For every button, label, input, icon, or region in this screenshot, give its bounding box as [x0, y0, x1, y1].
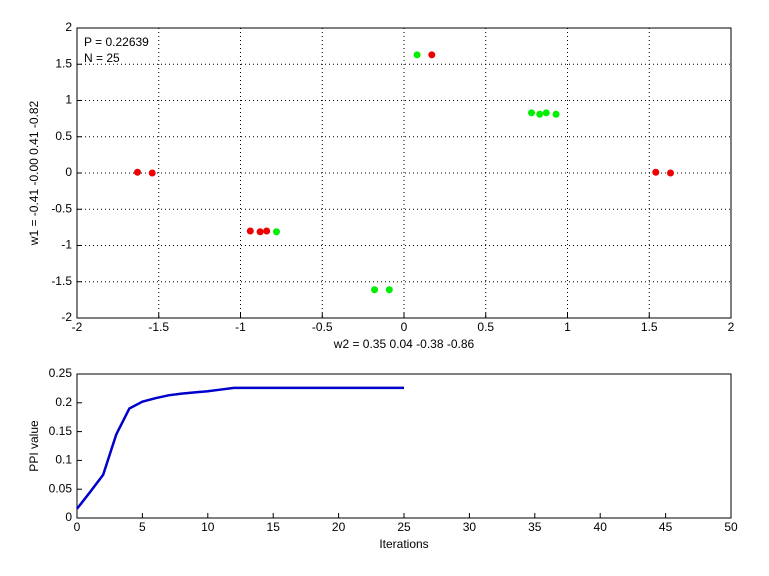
x-tick-label: 0	[401, 320, 408, 334]
point	[133, 168, 141, 176]
x-tick-label: 50	[724, 520, 738, 534]
x-tick-label: 0	[74, 520, 81, 534]
x-tick-label: -1.5	[148, 320, 169, 334]
point	[667, 169, 675, 177]
y-tick-label: 0	[65, 510, 72, 524]
y-tick-label: 0.1	[55, 453, 72, 467]
x-tick-label: 35	[528, 520, 542, 534]
point	[385, 286, 393, 294]
y-tick-label: -1	[61, 238, 72, 252]
y-tick-label: 0.05	[49, 481, 73, 495]
point	[263, 227, 271, 235]
x-tick-label: 5	[139, 520, 146, 534]
x-tick-label: 40	[594, 520, 608, 534]
x-tick-label: 45	[659, 520, 673, 534]
y-tick-label: 0.2	[55, 395, 72, 409]
y-tick-label: 2	[65, 20, 72, 34]
x-tick-label: 25	[397, 520, 411, 534]
x-tick-label: 1.5	[641, 320, 658, 334]
point	[552, 110, 560, 118]
x-axis-label: w2 = 0.35 0.04 -0.38 -0.86	[333, 337, 475, 351]
axes-box	[76, 373, 732, 519]
point	[413, 51, 421, 59]
point	[272, 228, 280, 236]
y-tick-label: 1.5	[55, 56, 72, 70]
y-tick-label: 0.15	[49, 424, 73, 438]
x-tick-label: 20	[332, 520, 346, 534]
x-tick-label: -1	[235, 320, 246, 334]
line	[76, 386, 404, 510]
point	[652, 168, 660, 176]
y-axis-label: PPI value	[27, 420, 41, 472]
annotation: P = 0.22639	[84, 35, 149, 49]
x-tick-label: 30	[463, 520, 477, 534]
y-tick-label: 1	[65, 93, 72, 107]
x-axis-label: Iterations	[379, 537, 428, 551]
y-tick-label: 0	[65, 165, 72, 179]
x-tick-label: -2	[72, 320, 83, 334]
y-tick-label: -1.5	[51, 274, 72, 288]
point	[148, 169, 156, 177]
point	[246, 227, 254, 235]
y-tick-label: -0.5	[51, 201, 72, 215]
annotation: N = 25	[84, 51, 120, 65]
y-tick-label: -2	[61, 310, 72, 324]
y-tick-label: 0.5	[55, 129, 72, 143]
x-tick-label: 1	[564, 320, 571, 334]
x-tick-label: 0.5	[477, 320, 494, 334]
y-tick-label: 0.25	[49, 366, 73, 380]
point	[542, 109, 550, 117]
point	[528, 109, 536, 117]
point	[256, 228, 264, 236]
x-tick-label: 2	[728, 320, 735, 334]
y-axis-label: w1 = -0.41 -0.00 0.41 -0.82	[27, 100, 41, 246]
point	[428, 51, 436, 59]
point	[536, 110, 544, 118]
x-tick-label: 15	[267, 520, 281, 534]
x-tick-label: 10	[201, 520, 215, 534]
point	[371, 286, 379, 294]
x-tick-label: -0.5	[312, 320, 333, 334]
